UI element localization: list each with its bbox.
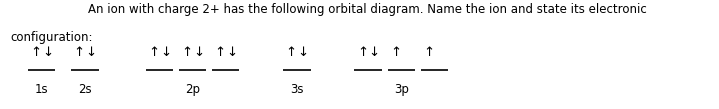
Text: ↓: ↓: [42, 46, 53, 59]
Text: ↓: ↓: [368, 46, 380, 59]
Text: 2s: 2s: [78, 83, 91, 96]
Text: ↑: ↑: [30, 46, 42, 59]
Text: 3p: 3p: [394, 83, 408, 96]
Text: ↑: ↑: [357, 46, 368, 59]
Text: ↑: ↑: [181, 46, 193, 59]
Text: ↑: ↑: [148, 46, 160, 59]
Text: ↑: ↑: [285, 46, 297, 59]
Text: 2p: 2p: [186, 83, 200, 96]
Text: 1s: 1s: [35, 83, 48, 96]
Text: ↓: ↓: [226, 46, 237, 59]
Text: ↓: ↓: [193, 46, 204, 59]
Text: 3s: 3s: [290, 83, 303, 96]
Text: An ion with charge 2+ has the following orbital diagram. Name the ion and state : An ion with charge 2+ has the following …: [73, 3, 646, 16]
Text: ↑: ↑: [390, 46, 401, 59]
Text: ↓: ↓: [85, 46, 96, 59]
Text: configuration:: configuration:: [11, 31, 93, 43]
Text: ↑: ↑: [73, 46, 85, 59]
Text: ↑: ↑: [423, 46, 434, 59]
Text: ↓: ↓: [297, 46, 308, 59]
Text: ↑: ↑: [214, 46, 226, 59]
Text: ↓: ↓: [160, 46, 171, 59]
